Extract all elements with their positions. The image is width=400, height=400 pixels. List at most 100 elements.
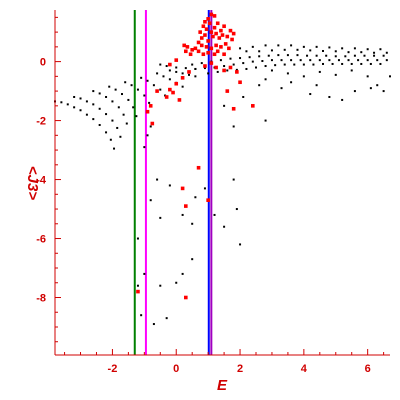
black-point (92, 103, 95, 106)
black-point (108, 85, 111, 88)
black-point (379, 62, 382, 65)
red-point (217, 36, 222, 40)
black-point (105, 131, 108, 134)
red-point (211, 34, 215, 39)
black-point (267, 54, 270, 57)
x-axis-label: E (217, 377, 228, 394)
black-point (207, 72, 210, 75)
black-point (191, 222, 194, 225)
black-point (239, 47, 242, 50)
red-point (184, 204, 188, 208)
black-point (242, 95, 245, 98)
black-point (302, 75, 305, 78)
black-point (79, 109, 82, 112)
black-point (341, 98, 344, 101)
black-point (325, 54, 328, 57)
black-point (213, 213, 216, 216)
red-point (182, 43, 187, 48)
red-point (209, 61, 214, 65)
black-point (152, 84, 155, 87)
black-point (290, 59, 293, 62)
black-point (312, 63, 315, 66)
black-point (302, 63, 305, 66)
black-point (373, 51, 376, 54)
red-point (212, 52, 217, 57)
black-point (73, 95, 76, 98)
black-point (382, 54, 385, 57)
black-point (156, 72, 159, 75)
black-point (363, 54, 366, 57)
black-point (140, 314, 143, 317)
red-point (227, 46, 231, 51)
red-point (206, 17, 210, 21)
black-point (341, 47, 344, 50)
black-point (223, 104, 226, 107)
black-point (175, 70, 178, 73)
black-point (149, 199, 152, 202)
x-tick-label: 2 (237, 363, 243, 375)
black-point (168, 78, 171, 81)
black-point (203, 187, 206, 190)
red-point (184, 49, 188, 54)
black-point (376, 59, 379, 62)
black-point (347, 59, 350, 62)
black-point (124, 81, 127, 84)
black-point (132, 106, 135, 109)
red-point (222, 24, 226, 29)
black-point (318, 70, 321, 73)
black-point (105, 95, 108, 98)
black-point (181, 85, 184, 88)
red-point (203, 19, 207, 24)
red-point (164, 95, 169, 99)
red-point (228, 65, 233, 70)
black-point (125, 122, 128, 125)
red-point (222, 68, 226, 73)
red-point (148, 104, 153, 108)
black-point (98, 107, 101, 110)
ticks: -2 0 2 4 6 -8 -6 -4 -2 0 (36, 16, 385, 375)
black-point (255, 66, 257, 69)
red-point (201, 24, 206, 29)
x-tick-label: 0 (173, 363, 179, 375)
black-point (130, 84, 133, 87)
black-point (156, 178, 159, 181)
red-point (231, 106, 236, 111)
black-point (85, 113, 88, 116)
black-point (184, 67, 187, 70)
x-tick-label: -2 (108, 363, 118, 375)
black-point (66, 103, 69, 106)
black-point (143, 94, 146, 97)
red-point (215, 49, 220, 54)
black-point (226, 69, 229, 72)
black-point (136, 284, 139, 287)
red-point (203, 64, 207, 68)
black-point (322, 62, 324, 65)
red-point (199, 36, 204, 40)
black-point (113, 147, 116, 150)
black-point (353, 54, 356, 57)
black-point (245, 67, 248, 70)
black-point (242, 62, 245, 65)
red-point (209, 12, 214, 17)
black-point (315, 54, 318, 57)
black-point (149, 125, 152, 128)
red-point (251, 104, 255, 108)
black-point (315, 45, 318, 48)
black-point (264, 119, 267, 122)
black-point (175, 66, 178, 69)
black-point (235, 208, 238, 211)
black-point (216, 70, 219, 73)
black-point (261, 60, 264, 63)
red-point (196, 49, 201, 54)
red-point (180, 76, 185, 80)
black-point (111, 100, 114, 103)
x-tick-label: 6 (365, 363, 371, 375)
red-point (196, 165, 201, 170)
red-point (199, 43, 204, 48)
black-point (334, 50, 337, 53)
data-points (54, 12, 391, 326)
red-point (185, 45, 190, 49)
black-point (181, 213, 184, 216)
black-point (283, 48, 286, 51)
red-point (206, 198, 210, 202)
